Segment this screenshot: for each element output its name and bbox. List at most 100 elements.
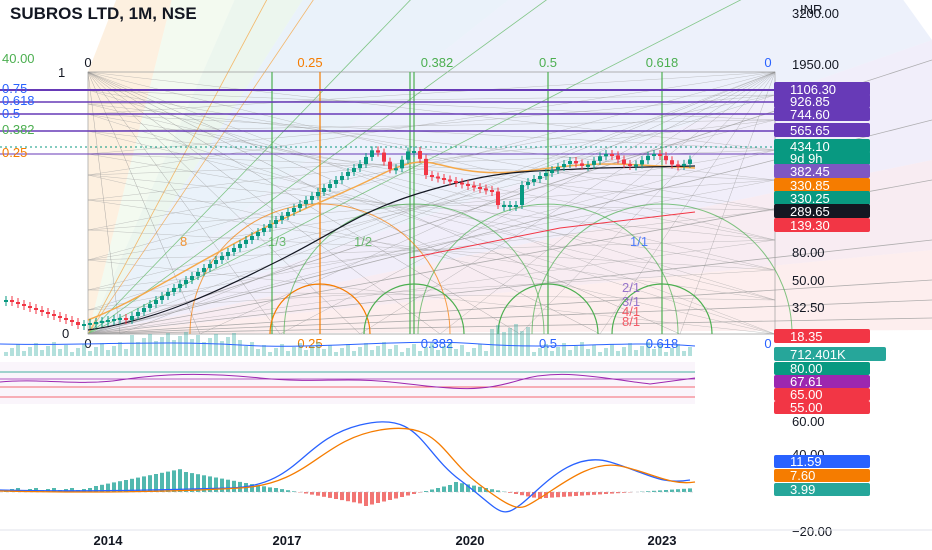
volume-bar bbox=[622, 347, 626, 356]
fan-ray-0 bbox=[87, 0, 268, 335]
candle bbox=[52, 314, 56, 316]
candle bbox=[28, 306, 32, 308]
macd-axis-tick: 60.00 bbox=[792, 414, 825, 429]
candle bbox=[562, 164, 566, 167]
fib-desc-ray bbox=[87, 71, 681, 335]
macd-histogram-bar bbox=[100, 484, 104, 492]
fib-web-line bbox=[87, 179, 776, 311]
candle bbox=[370, 150, 374, 157]
fib-web-line bbox=[87, 71, 776, 115]
fib-level-label: 0.618 bbox=[2, 93, 35, 108]
candle bbox=[154, 300, 158, 304]
macd-histogram-bar bbox=[124, 480, 128, 492]
candle bbox=[292, 208, 296, 212]
volume-bar bbox=[136, 342, 140, 356]
volume-bar bbox=[514, 324, 518, 356]
macd-axis-tick: −20.00 bbox=[792, 524, 832, 539]
volume-bar bbox=[604, 348, 608, 356]
macd-histogram-bar bbox=[310, 492, 314, 495]
time-axis-tick: 2017 bbox=[273, 533, 302, 548]
candle bbox=[82, 324, 86, 326]
volume-bar bbox=[502, 332, 506, 356]
fib-time-label-top: 0 bbox=[84, 55, 91, 70]
candle bbox=[430, 175, 434, 177]
macd-badge bbox=[774, 483, 870, 496]
candle bbox=[538, 176, 542, 179]
fib-web-line bbox=[87, 103, 776, 181]
macd-histogram-bar bbox=[202, 475, 206, 492]
fib-web-line bbox=[87, 119, 776, 201]
candle bbox=[310, 196, 314, 200]
price-badge-label: 9d 9h bbox=[790, 151, 823, 166]
fib-desc-ray bbox=[87, 71, 121, 335]
volume-bar bbox=[64, 345, 68, 356]
macd-histogram-bar bbox=[448, 485, 452, 492]
price-badge bbox=[774, 123, 870, 137]
volume-bar bbox=[562, 343, 566, 356]
volume-bar bbox=[490, 329, 494, 356]
volume-bar bbox=[418, 351, 422, 356]
volume-bar bbox=[364, 343, 368, 356]
volume-bar bbox=[130, 335, 134, 356]
candle bbox=[136, 312, 140, 316]
macd-histogram-bar bbox=[322, 492, 326, 497]
rsi-badge-label: 80.00 bbox=[790, 361, 823, 376]
volume-bar bbox=[508, 328, 512, 356]
volume-bar bbox=[352, 351, 356, 356]
fan-label: 1/2 bbox=[354, 234, 372, 249]
candle bbox=[118, 318, 122, 320]
volume-bar bbox=[220, 341, 224, 356]
macd-badge-label: 3.99 bbox=[790, 482, 815, 497]
candle bbox=[64, 318, 68, 320]
volume-bar bbox=[124, 349, 128, 356]
fib-arc bbox=[531, 203, 793, 335]
macd-histogram-bar bbox=[196, 474, 200, 492]
candle bbox=[22, 304, 26, 306]
price-axis-tick: 3200.00 bbox=[792, 6, 839, 21]
macd-histogram-bar bbox=[490, 489, 494, 492]
candle bbox=[298, 204, 302, 208]
volume-bar bbox=[184, 332, 188, 356]
candle bbox=[148, 304, 152, 308]
price-badge-label: 1106.30 bbox=[790, 82, 836, 97]
ma-red bbox=[409, 211, 696, 259]
candle bbox=[346, 172, 350, 176]
macd-histogram-bar bbox=[622, 492, 626, 493]
fib-web-line bbox=[87, 89, 776, 121]
rsi-badge bbox=[774, 362, 870, 375]
price-badge-label: 434.10 bbox=[790, 139, 830, 154]
macd-histogram-bar bbox=[538, 492, 542, 499]
macd-histogram-bar bbox=[676, 489, 680, 492]
macd-histogram-bar bbox=[250, 484, 254, 492]
fib-level-label: 1 bbox=[58, 65, 65, 80]
rsi-bg bbox=[0, 362, 695, 404]
candle bbox=[388, 161, 392, 170]
candle bbox=[466, 184, 470, 186]
candle bbox=[652, 154, 656, 157]
macd-histogram-bar bbox=[436, 488, 440, 492]
currency-label: INR bbox=[800, 2, 822, 17]
volume-bar bbox=[202, 342, 206, 356]
macd-histogram-bar bbox=[412, 492, 416, 494]
price-badge bbox=[774, 164, 870, 178]
macd-badge bbox=[774, 469, 870, 482]
candle bbox=[250, 236, 254, 240]
volume-bar bbox=[640, 346, 644, 356]
volume-bar bbox=[370, 350, 374, 356]
candle bbox=[124, 318, 128, 320]
fan-label: 2/1 bbox=[622, 280, 640, 295]
macd-histogram-bar bbox=[232, 480, 236, 492]
fib-level-label: 0.382 bbox=[2, 122, 35, 137]
fib-arc-inner bbox=[269, 283, 371, 335]
macd-histogram-bar bbox=[334, 492, 338, 499]
volume-bar bbox=[52, 342, 56, 356]
volume-bar bbox=[238, 340, 242, 356]
volume-bar bbox=[400, 352, 404, 356]
candle bbox=[586, 164, 590, 167]
candle bbox=[262, 228, 266, 232]
fib-level-label: 0.5 bbox=[2, 106, 20, 121]
macd-badge bbox=[774, 455, 870, 468]
price-badge bbox=[774, 151, 870, 165]
macd-histogram-bar bbox=[604, 492, 608, 494]
